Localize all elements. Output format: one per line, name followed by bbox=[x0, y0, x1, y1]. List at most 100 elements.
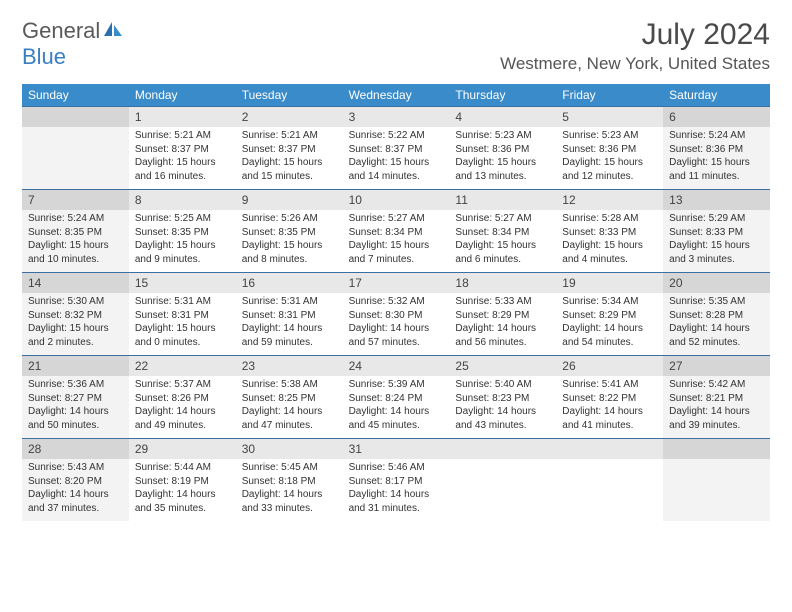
day-number: 2 bbox=[236, 106, 343, 127]
day-detail: Sunrise: 5:39 AMSunset: 8:24 PMDaylight:… bbox=[343, 376, 450, 438]
weekday-header: Thursday bbox=[449, 84, 556, 106]
day-number-row: 21222324252627 bbox=[22, 355, 770, 376]
day-number: 29 bbox=[129, 438, 236, 459]
sunset-text: Sunset: 8:24 PM bbox=[349, 392, 444, 406]
weekday-header: Saturday bbox=[663, 84, 770, 106]
day-detail bbox=[663, 459, 770, 521]
day-number: 9 bbox=[236, 189, 343, 210]
sunrise-text: Sunrise: 5:39 AM bbox=[349, 378, 444, 392]
day-number-row: 78910111213 bbox=[22, 189, 770, 210]
sunrise-text: Sunrise: 5:46 AM bbox=[349, 461, 444, 475]
day-number: 10 bbox=[343, 189, 450, 210]
sunrise-text: Sunrise: 5:37 AM bbox=[135, 378, 230, 392]
weekday-header: Tuesday bbox=[236, 84, 343, 106]
sunset-text: Sunset: 8:20 PM bbox=[28, 475, 123, 489]
sunrise-text: Sunrise: 5:22 AM bbox=[349, 129, 444, 143]
sunrise-text: Sunrise: 5:38 AM bbox=[242, 378, 337, 392]
day-detail: Sunrise: 5:23 AMSunset: 8:36 PMDaylight:… bbox=[449, 127, 556, 189]
month-title: July 2024 bbox=[500, 18, 770, 52]
day-detail-row: Sunrise: 5:21 AMSunset: 8:37 PMDaylight:… bbox=[22, 127, 770, 189]
calendar: SundayMondayTuesdayWednesdayThursdayFrid… bbox=[22, 84, 770, 521]
daylight-text: Daylight: 14 hours and 41 minutes. bbox=[562, 405, 657, 432]
daylight-text: Daylight: 15 hours and 8 minutes. bbox=[242, 239, 337, 266]
sunrise-text: Sunrise: 5:21 AM bbox=[242, 129, 337, 143]
day-number: 28 bbox=[22, 438, 129, 459]
daylight-text: Daylight: 15 hours and 9 minutes. bbox=[135, 239, 230, 266]
day-number: 17 bbox=[343, 272, 450, 293]
day-number-row: 14151617181920 bbox=[22, 272, 770, 293]
day-detail-row: Sunrise: 5:43 AMSunset: 8:20 PMDaylight:… bbox=[22, 459, 770, 521]
sunrise-text: Sunrise: 5:26 AM bbox=[242, 212, 337, 226]
day-number: 8 bbox=[129, 189, 236, 210]
day-number: 5 bbox=[556, 106, 663, 127]
day-detail: Sunrise: 5:31 AMSunset: 8:31 PMDaylight:… bbox=[129, 293, 236, 355]
daylight-text: Daylight: 14 hours and 47 minutes. bbox=[242, 405, 337, 432]
daylight-text: Daylight: 15 hours and 11 minutes. bbox=[669, 156, 764, 183]
sunset-text: Sunset: 8:36 PM bbox=[669, 143, 764, 157]
day-detail: Sunrise: 5:32 AMSunset: 8:30 PMDaylight:… bbox=[343, 293, 450, 355]
day-detail: Sunrise: 5:35 AMSunset: 8:28 PMDaylight:… bbox=[663, 293, 770, 355]
day-number: 25 bbox=[449, 355, 556, 376]
sunset-text: Sunset: 8:25 PM bbox=[242, 392, 337, 406]
daylight-text: Daylight: 14 hours and 52 minutes. bbox=[669, 322, 764, 349]
daylight-text: Daylight: 14 hours and 37 minutes. bbox=[28, 488, 123, 515]
day-number: 3 bbox=[343, 106, 450, 127]
sunrise-text: Sunrise: 5:25 AM bbox=[135, 212, 230, 226]
logo-general: General bbox=[22, 18, 100, 43]
sunrise-text: Sunrise: 5:27 AM bbox=[349, 212, 444, 226]
sunset-text: Sunset: 8:26 PM bbox=[135, 392, 230, 406]
day-number: 27 bbox=[663, 355, 770, 376]
sunrise-text: Sunrise: 5:27 AM bbox=[455, 212, 550, 226]
day-detail: Sunrise: 5:44 AMSunset: 8:19 PMDaylight:… bbox=[129, 459, 236, 521]
day-number: 1 bbox=[129, 106, 236, 127]
sunrise-text: Sunrise: 5:34 AM bbox=[562, 295, 657, 309]
day-detail: Sunrise: 5:41 AMSunset: 8:22 PMDaylight:… bbox=[556, 376, 663, 438]
sunset-text: Sunset: 8:33 PM bbox=[669, 226, 764, 240]
sunrise-text: Sunrise: 5:42 AM bbox=[669, 378, 764, 392]
daylight-text: Daylight: 14 hours and 49 minutes. bbox=[135, 405, 230, 432]
day-detail: Sunrise: 5:23 AMSunset: 8:36 PMDaylight:… bbox=[556, 127, 663, 189]
daylight-text: Daylight: 15 hours and 7 minutes. bbox=[349, 239, 444, 266]
sunrise-text: Sunrise: 5:31 AM bbox=[135, 295, 230, 309]
sunset-text: Sunset: 8:22 PM bbox=[562, 392, 657, 406]
day-detail: Sunrise: 5:27 AMSunset: 8:34 PMDaylight:… bbox=[343, 210, 450, 272]
header: General Blue July 2024 Westmere, New Yor… bbox=[22, 18, 770, 74]
sunset-text: Sunset: 8:36 PM bbox=[562, 143, 657, 157]
day-number-row: 123456 bbox=[22, 106, 770, 127]
day-number bbox=[663, 438, 770, 459]
sunset-text: Sunset: 8:37 PM bbox=[242, 143, 337, 157]
day-detail: Sunrise: 5:42 AMSunset: 8:21 PMDaylight:… bbox=[663, 376, 770, 438]
daylight-text: Daylight: 14 hours and 43 minutes. bbox=[455, 405, 550, 432]
day-detail-row: Sunrise: 5:30 AMSunset: 8:32 PMDaylight:… bbox=[22, 293, 770, 355]
daylight-text: Daylight: 15 hours and 6 minutes. bbox=[455, 239, 550, 266]
day-detail: Sunrise: 5:24 AMSunset: 8:35 PMDaylight:… bbox=[22, 210, 129, 272]
sunrise-text: Sunrise: 5:35 AM bbox=[669, 295, 764, 309]
day-detail: Sunrise: 5:43 AMSunset: 8:20 PMDaylight:… bbox=[22, 459, 129, 521]
day-number: 15 bbox=[129, 272, 236, 293]
sunset-text: Sunset: 8:31 PM bbox=[242, 309, 337, 323]
daylight-text: Daylight: 14 hours and 31 minutes. bbox=[349, 488, 444, 515]
sunset-text: Sunset: 8:35 PM bbox=[242, 226, 337, 240]
day-number: 26 bbox=[556, 355, 663, 376]
day-number: 30 bbox=[236, 438, 343, 459]
sunset-text: Sunset: 8:37 PM bbox=[349, 143, 444, 157]
weekday-header: Wednesday bbox=[343, 84, 450, 106]
daylight-text: Daylight: 15 hours and 15 minutes. bbox=[242, 156, 337, 183]
sunset-text: Sunset: 8:29 PM bbox=[562, 309, 657, 323]
daylight-text: Daylight: 14 hours and 59 minutes. bbox=[242, 322, 337, 349]
day-number bbox=[22, 106, 129, 127]
sunset-text: Sunset: 8:28 PM bbox=[669, 309, 764, 323]
sunrise-text: Sunrise: 5:30 AM bbox=[28, 295, 123, 309]
sunrise-text: Sunrise: 5:41 AM bbox=[562, 378, 657, 392]
day-number: 12 bbox=[556, 189, 663, 210]
logo: General Blue bbox=[22, 18, 124, 70]
sunset-text: Sunset: 8:33 PM bbox=[562, 226, 657, 240]
day-detail: Sunrise: 5:25 AMSunset: 8:35 PMDaylight:… bbox=[129, 210, 236, 272]
daylight-text: Daylight: 15 hours and 10 minutes. bbox=[28, 239, 123, 266]
sunset-text: Sunset: 8:30 PM bbox=[349, 309, 444, 323]
daylight-text: Daylight: 14 hours and 45 minutes. bbox=[349, 405, 444, 432]
day-number-row: 28293031 bbox=[22, 438, 770, 459]
title-block: July 2024 Westmere, New York, United Sta… bbox=[500, 18, 770, 74]
day-number: 21 bbox=[22, 355, 129, 376]
day-number: 19 bbox=[556, 272, 663, 293]
